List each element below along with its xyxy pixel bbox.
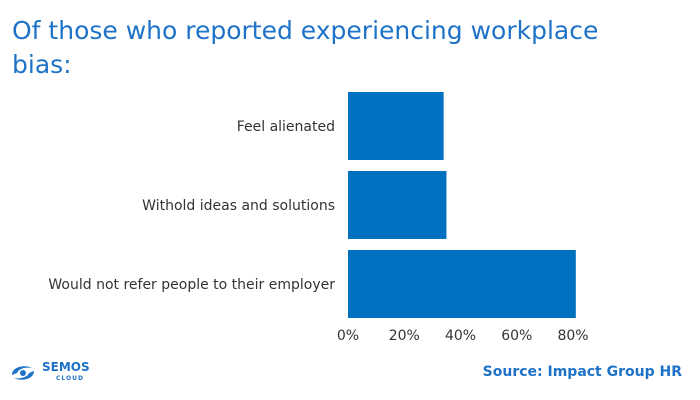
bar-2 (348, 171, 447, 239)
x-tick-label-4: 60% (501, 328, 532, 344)
category-label-2: Withold ideas and solutions (142, 198, 335, 214)
x-tick-label-5: 80% (557, 328, 588, 344)
semos-cloud-logo: SEMOS CLOUD (8, 361, 90, 385)
chart-title: Of those who reported experiencing workp… (12, 16, 599, 79)
source-note: Source: Impact Group HR (482, 364, 682, 380)
category-label-3: Would not refer people to their employer (48, 277, 335, 293)
semos-swirl-icon (12, 366, 34, 380)
x-tick-label-3: 40% (445, 328, 476, 344)
x-tick-label-2: 20% (389, 328, 420, 344)
logo-sub: CLOUD (56, 375, 84, 382)
logo-name: SEMOS (42, 360, 90, 374)
x-tick-label-1: 0% (337, 328, 359, 344)
category-label-1: Feel alienated (237, 119, 335, 135)
bar-3 (348, 250, 576, 318)
bar-1 (348, 92, 444, 160)
